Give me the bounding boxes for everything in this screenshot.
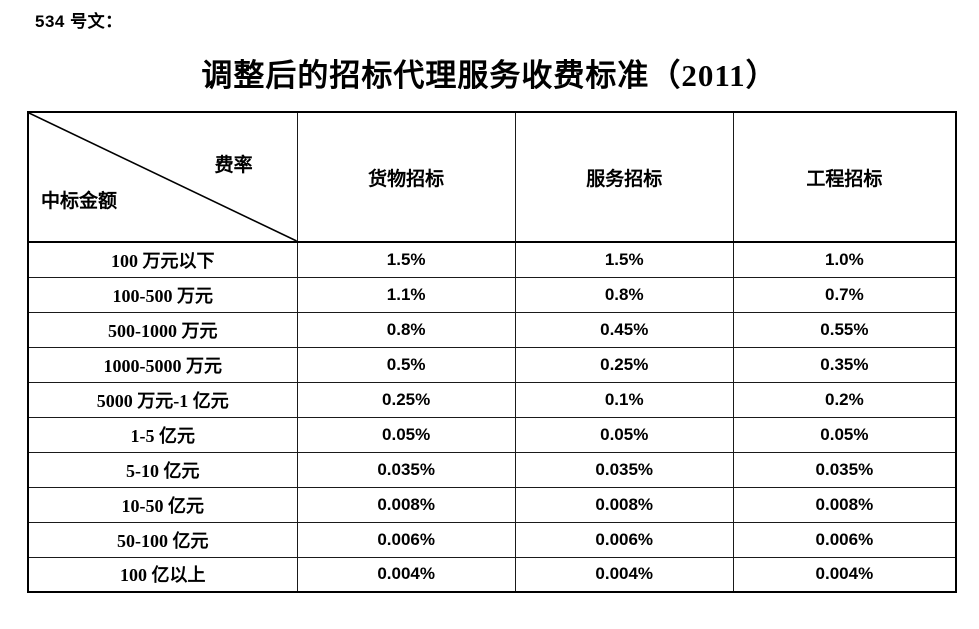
table-row: 5000 万元-1 亿元 0.25% 0.1% 0.2% xyxy=(27,381,957,418)
table-row: 10-50 亿元 0.008% 0.008% 0.008% xyxy=(27,486,957,523)
rate-cell-services: 0.45% xyxy=(514,311,734,348)
amount-cell: 500-1000 万元 xyxy=(27,311,298,348)
rate-cell-works: 0.035% xyxy=(732,451,957,488)
rate-cell-services: 1.5% xyxy=(514,241,734,278)
rate-cell-works: 0.2% xyxy=(732,381,957,418)
rate-cell-goods: 0.008% xyxy=(296,486,516,523)
table-header-row: 费率 中标金额 货物招标 服务招标 工程招标 xyxy=(27,111,957,243)
rate-cell-goods: 1.1% xyxy=(296,276,516,313)
diagonal-divider-line xyxy=(29,113,297,241)
amount-cell: 1-5 亿元 xyxy=(27,416,298,453)
fee-rate-table: 费率 中标金额 货物招标 服务招标 工程招标 100 万元以下 1.5% 1.5… xyxy=(27,111,957,593)
doc-number-label: 534 号文： xyxy=(35,12,123,31)
amount-cell: 1000-5000 万元 xyxy=(27,346,298,383)
table-row: 1-5 亿元 0.05% 0.05% 0.05% xyxy=(27,416,957,453)
col-header-works: 工程招标 xyxy=(732,111,957,243)
amount-cell: 100 亿以上 xyxy=(27,556,298,593)
rate-cell-services: 0.035% xyxy=(514,451,734,488)
rate-cell-services: 0.006% xyxy=(514,521,734,558)
table-row: 500-1000 万元 0.8% 0.45% 0.55% xyxy=(27,311,957,348)
rate-cell-services: 0.8% xyxy=(514,276,734,313)
rate-cell-services: 0.25% xyxy=(514,346,734,383)
rate-cell-services: 0.1% xyxy=(514,381,734,418)
rate-cell-works: 0.006% xyxy=(732,521,957,558)
rate-cell-goods: 0.05% xyxy=(296,416,516,453)
table-row: 50-100 亿元 0.006% 0.006% 0.006% xyxy=(27,521,957,558)
rate-cell-works: 0.004% xyxy=(732,556,957,593)
table-row: 100-500 万元 1.1% 0.8% 0.7% xyxy=(27,276,957,313)
table-row: 5-10 亿元 0.035% 0.035% 0.035% xyxy=(27,451,957,488)
rate-cell-works: 0.35% xyxy=(732,346,957,383)
rate-cell-services: 0.05% xyxy=(514,416,734,453)
rate-cell-works: 0.55% xyxy=(732,311,957,348)
amount-cell: 10-50 亿元 xyxy=(27,486,298,523)
rate-cell-works: 1.0% xyxy=(732,241,957,278)
document-title: 调整后的招标代理服务收费标准（2011） xyxy=(201,58,778,93)
table-row: 100 万元以下 1.5% 1.5% 1.0% xyxy=(27,241,957,278)
rate-cell-goods: 0.8% xyxy=(296,311,516,348)
corner-label-amount: 中标金额 xyxy=(41,191,118,212)
rate-cell-goods: 1.5% xyxy=(296,241,516,278)
rate-cell-goods: 0.035% xyxy=(296,451,516,488)
rate-cell-goods: 0.25% xyxy=(296,381,516,418)
col-header-services: 服务招标 xyxy=(514,111,734,243)
col-header-goods: 货物招标 xyxy=(296,111,516,243)
rate-cell-goods: 0.006% xyxy=(296,521,516,558)
amount-cell: 100-500 万元 xyxy=(27,276,298,313)
corner-label-rate: 费率 xyxy=(214,155,253,176)
rate-cell-works: 0.008% xyxy=(732,486,957,523)
rate-cell-services: 0.004% xyxy=(514,556,734,593)
rate-cell-works: 0.05% xyxy=(732,416,957,453)
table-row: 100 亿以上 0.004% 0.004% 0.004% xyxy=(27,556,957,593)
rate-cell-works: 0.7% xyxy=(732,276,957,313)
rate-cell-services: 0.008% xyxy=(514,486,734,523)
amount-cell: 5-10 亿元 xyxy=(27,451,298,488)
diagonal-corner-cell: 费率 中标金额 xyxy=(27,111,298,243)
rate-cell-goods: 0.5% xyxy=(296,346,516,383)
amount-cell: 5000 万元-1 亿元 xyxy=(27,381,298,418)
amount-cell: 100 万元以下 xyxy=(27,241,298,278)
table-row: 1000-5000 万元 0.5% 0.25% 0.35% xyxy=(27,346,957,383)
amount-cell: 50-100 亿元 xyxy=(27,521,298,558)
rate-cell-goods: 0.004% xyxy=(296,556,516,593)
